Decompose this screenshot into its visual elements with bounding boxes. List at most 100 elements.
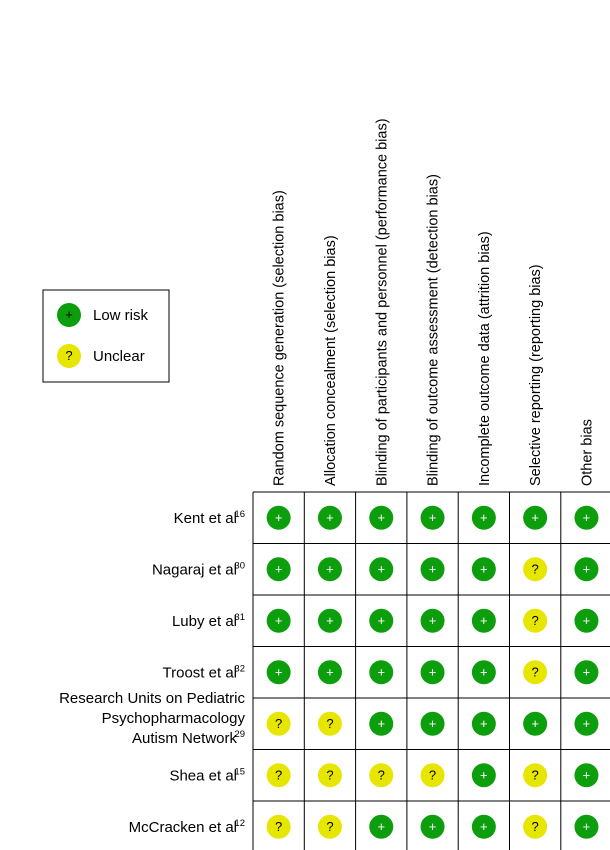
rating-symbol: ? xyxy=(378,767,385,782)
rating-symbol: + xyxy=(429,510,437,525)
rating-grid: + + + + + + + + + + + +? + + + + + +? + + + + + +? +?? + + + + +???? +… xyxy=(252,491,610,850)
low-risk-symbol-icon xyxy=(574,711,599,736)
low-risk-symbol-icon xyxy=(317,660,342,685)
rating-symbol: ? xyxy=(326,767,333,782)
rating-symbol: + xyxy=(275,510,283,525)
rating-cell: + xyxy=(317,505,342,530)
low-risk-symbol-icon xyxy=(317,505,342,530)
rating-symbol: + xyxy=(275,664,283,679)
rating-symbol: ? xyxy=(532,664,539,679)
low-risk-symbol-icon xyxy=(574,505,599,530)
rating-cell: + xyxy=(420,608,445,633)
rating-symbol: + xyxy=(326,613,334,628)
low-risk-symbol-icon xyxy=(574,763,599,788)
rating-symbol: + xyxy=(275,561,283,576)
rating-cell: + xyxy=(471,505,496,530)
low-risk-symbol-icon xyxy=(471,608,496,633)
legend-symbol: ? xyxy=(65,348,72,363)
rating-symbol: + xyxy=(480,561,488,576)
unclear-symbol-icon xyxy=(523,557,548,582)
rating-cell: + xyxy=(574,608,599,633)
low-risk-symbol-icon xyxy=(317,557,342,582)
column-header: Other bias xyxy=(579,419,595,486)
rating-cell: + xyxy=(574,557,599,582)
row-label-line: Research Units on Pediatric xyxy=(59,690,245,707)
low-risk-symbol-icon xyxy=(471,557,496,582)
low-risk-symbol-icon xyxy=(420,814,445,839)
rating-symbol: + xyxy=(480,819,488,834)
unclear-symbol-icon xyxy=(266,711,291,736)
rating-cell: + xyxy=(266,660,291,685)
rating-symbol: + xyxy=(531,510,539,525)
unclear-symbol-icon xyxy=(266,814,291,839)
rating-symbol: + xyxy=(480,613,488,628)
low-risk-symbol-icon xyxy=(523,505,548,530)
low-risk-symbol-icon xyxy=(471,814,496,839)
rating-cell: + xyxy=(420,505,445,530)
rating-symbol: ? xyxy=(275,716,282,731)
rating-cell: + xyxy=(266,608,291,633)
rating-cell: + xyxy=(266,557,291,582)
row-label-line: McCracken et al xyxy=(129,819,237,836)
rating-cell: + xyxy=(574,763,599,788)
rating-symbol: ? xyxy=(532,819,539,834)
legend-symbol: + xyxy=(65,307,73,322)
column-header: Blinding of participants and personnel (… xyxy=(374,118,390,486)
legend-item-unclear: ? Unclear xyxy=(57,344,145,368)
row-label-superscript: 31 xyxy=(234,612,245,623)
rating-cell: + xyxy=(420,814,445,839)
row-label-superscript: 30 xyxy=(234,560,245,571)
rating-symbol: + xyxy=(480,767,488,782)
rating-symbol: ? xyxy=(326,716,333,731)
rating-symbol: + xyxy=(429,561,437,576)
rating-cell: + xyxy=(574,814,599,839)
unclear-symbol-icon xyxy=(523,608,548,633)
low-risk-symbol-icon xyxy=(369,608,394,633)
rating-cell: + xyxy=(523,711,548,736)
rating-symbol: + xyxy=(583,767,591,782)
low-risk-symbol-icon xyxy=(420,557,445,582)
rating-cell: ? xyxy=(523,660,548,685)
rating-cell: ? xyxy=(266,814,291,839)
low-risk-symbol-icon xyxy=(369,557,394,582)
row-label-superscript: 12 xyxy=(234,818,245,829)
rating-cell: + xyxy=(369,814,394,839)
rating-cell: ? xyxy=(266,763,291,788)
rating-symbol: ? xyxy=(326,819,333,834)
rating-symbol: + xyxy=(480,716,488,731)
unclear-symbol-icon xyxy=(266,763,291,788)
rating-symbol: + xyxy=(583,716,591,731)
rating-cell: ? xyxy=(317,814,342,839)
rating-cell: ? xyxy=(523,608,548,633)
rating-cell: + xyxy=(471,814,496,839)
rating-cell: ? xyxy=(523,557,548,582)
unclear-symbol-icon xyxy=(317,711,342,736)
unclear-symbol-icon xyxy=(523,763,548,788)
low-risk-symbol-icon xyxy=(266,557,291,582)
rating-cell: + xyxy=(369,557,394,582)
rating-cell: + xyxy=(471,660,496,685)
rating-cell: + xyxy=(369,660,394,685)
low-risk-symbol-icon xyxy=(471,763,496,788)
legend-label: Unclear xyxy=(93,348,145,365)
rating-symbol: + xyxy=(583,510,591,525)
low-risk-symbol-icon xyxy=(266,505,291,530)
row-label-superscript: 16 xyxy=(234,509,245,520)
rating-symbol: + xyxy=(429,664,437,679)
column-header: Blinding of outcome assessment (detectio… xyxy=(426,174,442,486)
rating-symbol: + xyxy=(326,561,334,576)
low-risk-symbol-icon xyxy=(369,711,394,736)
rating-cell: ? xyxy=(369,763,394,788)
rating-cell: + xyxy=(523,505,548,530)
rating-symbol: + xyxy=(377,664,385,679)
rating-cell: ? xyxy=(266,711,291,736)
low-risk-symbol-icon xyxy=(57,303,81,327)
rating-symbol: ? xyxy=(275,767,282,782)
low-risk-symbol-icon xyxy=(574,608,599,633)
unclear-symbol-icon xyxy=(57,344,81,368)
rating-cell: + xyxy=(471,711,496,736)
row-label-line: Shea et al xyxy=(169,767,237,784)
